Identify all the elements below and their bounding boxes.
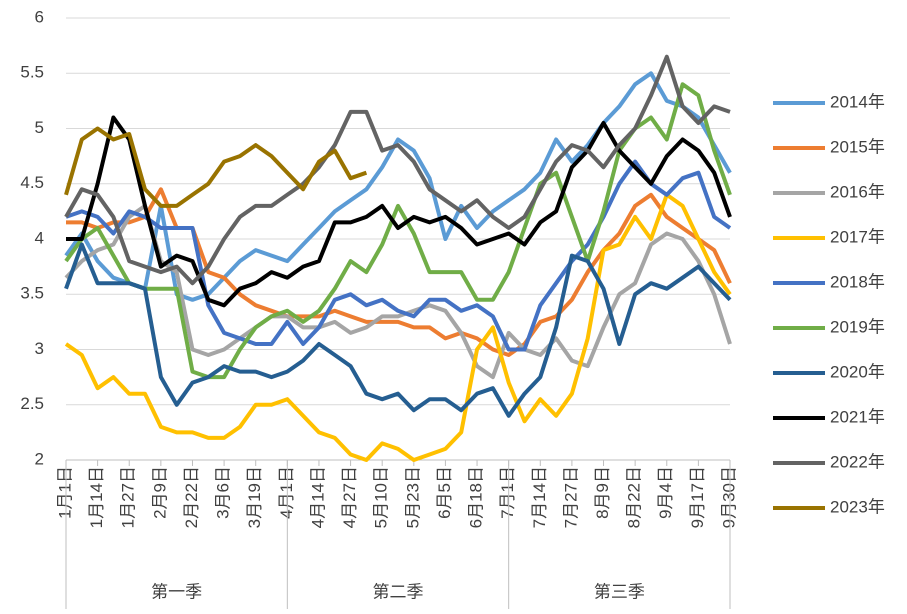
- series-line: [66, 115, 732, 308]
- series-line: [64, 192, 732, 462]
- y-tick-label: 6: [35, 7, 44, 26]
- x-tick-label: 3月19日: [245, 466, 264, 528]
- y-tick-label: 5: [35, 118, 44, 137]
- x-tick-label: 9月17日: [688, 466, 707, 528]
- y-tick-label: 3.5: [20, 284, 44, 303]
- y-tick-label: 4.5: [20, 173, 44, 192]
- series-line: [64, 126, 368, 208]
- legend-label: 2015年: [830, 137, 885, 156]
- x-tick-label: 1月1日: [55, 466, 74, 519]
- x-tick-label: 7月1日: [498, 466, 517, 519]
- x-tick-label: 7月14日: [530, 466, 549, 528]
- series-line: [65, 159, 732, 352]
- y-tick-label: 5.5: [20, 63, 44, 82]
- legend-label: 2016年: [830, 182, 885, 201]
- y-tick-label: 4: [35, 228, 44, 247]
- x-tick-label: 6月5日: [435, 466, 454, 519]
- y-tick-label: 2: [35, 449, 44, 468]
- x-tick-label: 2月9日: [150, 466, 169, 519]
- legend-label: 2022年: [830, 452, 885, 471]
- x-tick-label: 3月6日: [214, 466, 233, 519]
- legend-label: 2021年: [830, 407, 885, 426]
- x-tick-label: 6月18日: [467, 466, 486, 528]
- series-line: [64, 242, 732, 418]
- x-tick-label: 9月4日: [656, 466, 675, 519]
- y-tick-label: 2.5: [20, 394, 44, 413]
- legend-label: 2017年: [830, 227, 885, 246]
- x-tick-label: 4月14日: [308, 466, 327, 528]
- x-tick-label: 1月14日: [87, 466, 106, 528]
- x-tick-label: 7月27日: [561, 466, 580, 528]
- x-tick-label: 8月22日: [625, 466, 644, 528]
- legend-label: 2018年: [830, 272, 885, 291]
- group-label: 第二季: [373, 582, 424, 601]
- x-tick-label: 2月22日: [182, 466, 201, 528]
- legend-label: 2014年: [830, 92, 885, 111]
- x-tick-label: 9月30日: [719, 466, 738, 528]
- x-tick-label: 8月9日: [593, 466, 612, 519]
- legend-label: 2019年: [830, 317, 885, 336]
- x-tick-label: 4月1日: [277, 466, 296, 519]
- legend-label: 2023年: [830, 497, 885, 516]
- y-tick-label: 3: [35, 339, 44, 358]
- series-line: [64, 54, 731, 286]
- x-tick-label: 1月27日: [119, 466, 138, 528]
- legend-label: 2020年: [830, 362, 885, 381]
- x-tick-label: 5月23日: [403, 466, 422, 528]
- group-label: 第三季: [594, 582, 645, 601]
- x-tick-label: 5月10日: [372, 466, 391, 528]
- series-line: [64, 203, 732, 380]
- group-label: 第一季: [151, 582, 202, 601]
- x-tick-label: 4月27日: [340, 466, 359, 528]
